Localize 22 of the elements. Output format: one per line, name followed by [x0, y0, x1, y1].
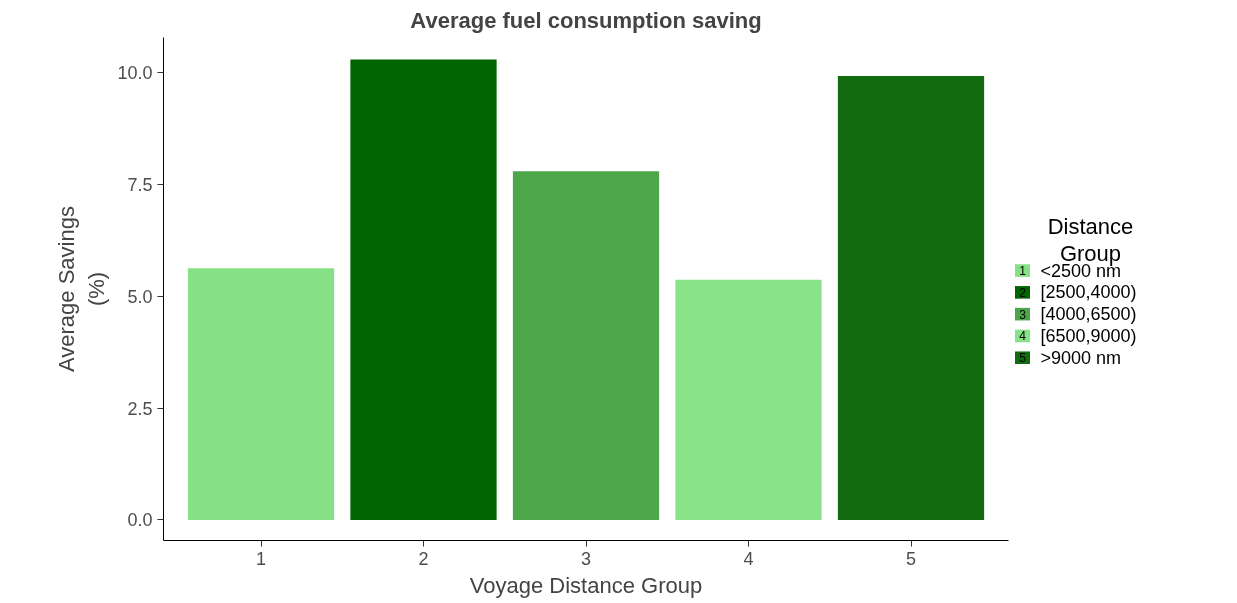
- legend-label: [2500,4000): [1040, 282, 1137, 303]
- x-tick-label: 2: [418, 548, 429, 569]
- legend-label: [4000,6500): [1040, 304, 1137, 325]
- legend-label: [6500,9000): [1040, 325, 1137, 346]
- y-tick-label: 7.5: [127, 175, 153, 196]
- legend-label: >9000 nm: [1040, 347, 1122, 368]
- x-tick-label: 4: [743, 548, 754, 569]
- x-tick-label: 1: [255, 548, 267, 569]
- category-label: 1: [1019, 264, 1026, 279]
- y-tick-label: 5.0: [127, 286, 153, 307]
- category-label: 4: [1019, 329, 1026, 344]
- category-label: 5: [1019, 351, 1026, 366]
- x-tick-label: 3: [580, 548, 592, 569]
- x-tick-label: 5: [905, 548, 917, 569]
- category-label: 2: [1019, 285, 1026, 300]
- y-axis-title: Average Savings (%): [54, 206, 110, 372]
- category-label: 3: [1019, 307, 1026, 322]
- y-tick-label: 2.5: [127, 398, 153, 419]
- y-tick-label: 0.0: [127, 510, 153, 531]
- chart-title: Average fuel consumption saving: [410, 7, 762, 33]
- y-tick-label: 10.0: [117, 63, 153, 84]
- x-axis-title: Voyage Distance Group: [469, 572, 703, 598]
